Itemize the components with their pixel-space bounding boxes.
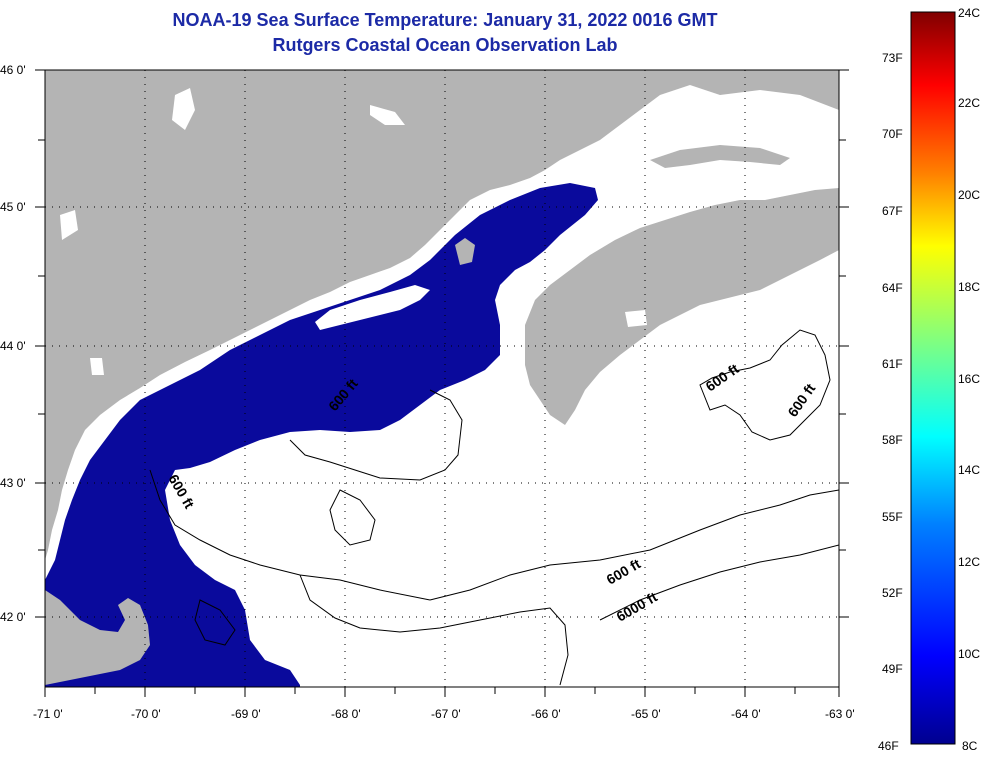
colorbar-fahrenheit-labels: 73F 70F 67F 64F 61F 58F 55F 52F 49F 46F	[878, 51, 903, 753]
lat-label: 43 0'	[0, 476, 26, 490]
axis-ticks	[35, 69, 849, 697]
no-data-patch	[315, 285, 430, 330]
colorbar-c-label: 18C	[958, 280, 980, 294]
colorbar-f-label: 67F	[882, 204, 903, 218]
plot-frame	[44, 69, 840, 688]
lon-label: -71 0'	[33, 707, 63, 721]
land-nova-scotia	[525, 188, 839, 425]
lon-label: -64 0'	[731, 707, 761, 721]
colorbar-c-label: 20C	[958, 188, 980, 202]
colorbar-celsius-labels: 24C 22C 20C 18C 16C 14C 12C 10C 8C	[958, 6, 980, 753]
colorbar-f-label: 70F	[882, 127, 903, 141]
lon-label: -67 0'	[431, 707, 461, 721]
land-cape-cod	[45, 590, 150, 685]
colorbar-c-label: 16C	[958, 372, 980, 386]
sst-cold-region	[45, 183, 598, 687]
colorbar-f-label: 58F	[882, 433, 903, 447]
lake	[625, 310, 647, 327]
lat-label: 46 0'	[0, 63, 26, 77]
lake	[370, 105, 405, 125]
map-title: NOAA-19 Sea Surface Temperature: January…	[172, 10, 718, 30]
colorbar-c-label: 22C	[958, 96, 980, 110]
colorbar-c-label: 14C	[958, 463, 980, 477]
colorbar-f-label: 49F	[882, 662, 903, 676]
land-mainland	[45, 70, 839, 560]
colorbar	[910, 11, 956, 745]
colorbar-f-label: 61F	[882, 357, 903, 371]
lon-label: -66 0'	[531, 707, 561, 721]
colorbar-c-label: 12C	[958, 555, 980, 569]
lake	[172, 88, 195, 130]
land-pei	[650, 145, 790, 168]
colorbar-f-label: 64F	[882, 281, 903, 295]
map-subtitle: Rutgers Coastal Ocean Observation Lab	[272, 35, 618, 55]
lake	[90, 358, 104, 375]
lake	[760, 316, 778, 334]
colorbar-f-label: 55F	[882, 510, 903, 524]
depth-contours	[149, 329, 839, 686]
lat-label: 45 0'	[0, 200, 26, 214]
colorbar-c-label: 10C	[958, 647, 980, 661]
lat-label: 42 0'	[0, 610, 26, 624]
lon-label: -69 0'	[231, 707, 261, 721]
lon-label: -68 0'	[331, 707, 361, 721]
colorbar-c-label: 8C	[962, 739, 978, 753]
land-grand-manan	[455, 238, 475, 265]
lat-label: 44 0'	[0, 339, 26, 353]
colorbar-f-label: 46F	[878, 739, 899, 753]
graticule	[45, 70, 839, 687]
lon-label: -65 0'	[631, 707, 661, 721]
colorbar-c-label: 24C	[958, 6, 980, 20]
lon-label: -63 0'	[825, 707, 855, 721]
colorbar-f-label: 52F	[882, 586, 903, 600]
lon-label: -70 0'	[131, 707, 161, 721]
colorbar-f-label: 73F	[882, 51, 903, 65]
lake	[60, 210, 78, 240]
